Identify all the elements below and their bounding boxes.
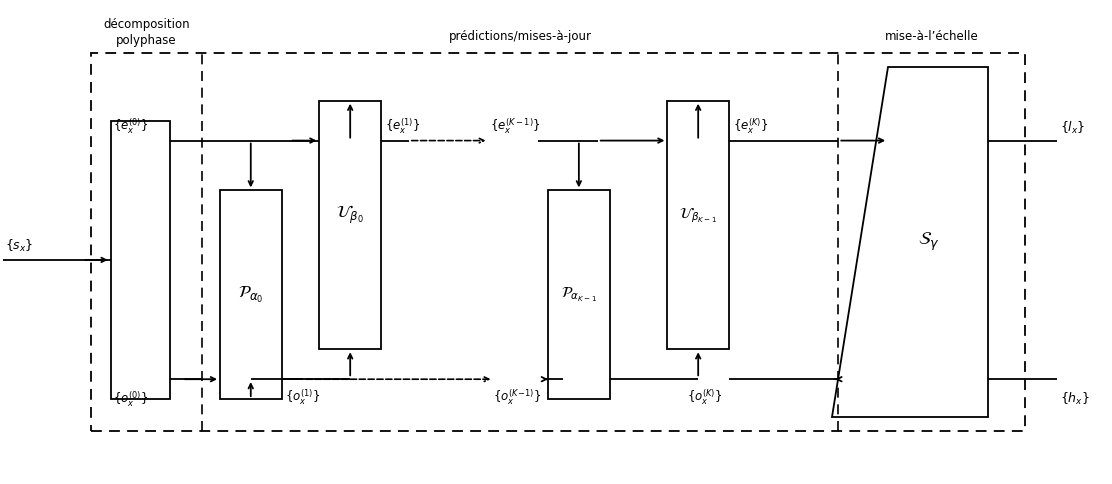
Text: décomposition: décomposition (103, 18, 190, 31)
Text: $\{l_x\}$: $\{l_x\}$ (1060, 120, 1085, 136)
Bar (319, 101, 381, 349)
Text: prédictions/mises-à-jour: prédictions/mises-à-jour (449, 30, 592, 43)
Polygon shape (833, 67, 987, 417)
Bar (91, 53, 1025, 431)
Text: $\mathcal{S}_{\gamma}$: $\mathcal{S}_{\gamma}$ (919, 231, 940, 253)
Text: $\mathcal{U}_{\beta_0}$: $\mathcal{U}_{\beta_0}$ (336, 204, 364, 226)
Text: $\{o_x^{(K\!-\!1)}\}$: $\{o_x^{(K\!-\!1)}\}$ (494, 388, 542, 407)
Text: $\mathcal{P}_{\alpha_0}$: $\mathcal{P}_{\alpha_0}$ (238, 285, 264, 305)
Text: mise-à-l’échelle: mise-à-l’échelle (885, 30, 979, 43)
Text: $\{e_x^{(K-1)}\}$: $\{e_x^{(K-1)}\}$ (490, 116, 542, 136)
Text: $\mathcal{P}_{\alpha_{K-1}}$: $\mathcal{P}_{\alpha_{K-1}}$ (560, 286, 597, 304)
Text: $\{e_x^{(K)}\}$: $\{e_x^{(K)}\}$ (733, 116, 768, 136)
Bar (110, 121, 170, 399)
Text: $\{o_x^{(1)}\}$: $\{o_x^{(1)}\}$ (285, 388, 320, 407)
Bar (667, 101, 729, 349)
Bar (548, 190, 609, 399)
Text: $\{o_x^{(0)}\}$: $\{o_x^{(0)}\}$ (112, 390, 148, 409)
Bar (220, 190, 281, 399)
Text: $\{s_x\}$: $\{s_x\}$ (6, 238, 33, 254)
Text: $\mathcal{U}_{\beta_{K-1}}$: $\mathcal{U}_{\beta_{K-1}}$ (679, 205, 717, 225)
Text: $\{o_x^{(K)}\}$: $\{o_x^{(K)}\}$ (687, 388, 723, 407)
Text: polyphase: polyphase (116, 34, 177, 47)
Text: $\{e_x^{(1)}\}$: $\{e_x^{(1)}\}$ (385, 116, 420, 136)
Text: $\{h_x\}$: $\{h_x\}$ (1060, 391, 1090, 407)
Text: $\{e_x^{(0)}\}$: $\{e_x^{(0)}\}$ (112, 116, 148, 136)
